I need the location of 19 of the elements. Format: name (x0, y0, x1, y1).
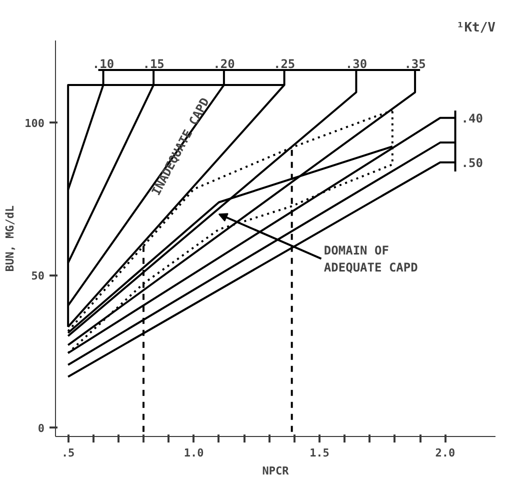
x-tick-label: 2.0 (435, 446, 456, 460)
series-label: .35 (404, 57, 426, 72)
series-label: .40 (461, 111, 483, 126)
x-tick-label: 1.5 (310, 446, 330, 460)
y-tick-label: 0 (38, 422, 44, 435)
series-label: .10 (92, 57, 114, 72)
y-tick-label: 100 (24, 117, 45, 130)
x2-axis-title: ¹Kt/V (456, 20, 496, 36)
series-label: .25 (273, 57, 296, 72)
series-label: .15 (142, 57, 164, 72)
series-label: .30 (345, 57, 368, 72)
x-tick-label: .5 (61, 446, 75, 460)
x-tick-label: 1.0 (184, 446, 204, 460)
y-tick-label: 50 (31, 270, 45, 283)
series-label: .50 (461, 156, 483, 170)
annotation: DOMAIN OF ADEQUATE CAPD (324, 244, 418, 275)
series-label: .20 (213, 57, 235, 72)
x-axis-title: NPCR (262, 464, 290, 478)
y-axis-title: BUN, MG/dL (4, 205, 17, 272)
